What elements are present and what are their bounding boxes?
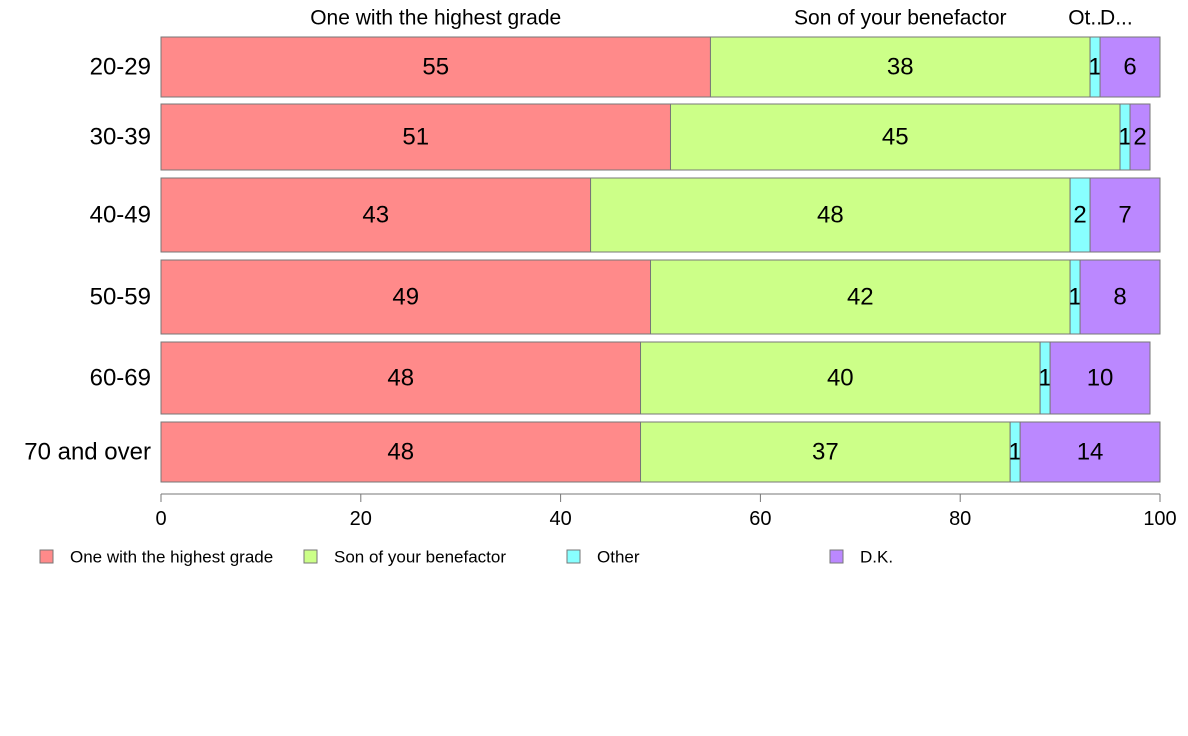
data-label: 49 — [392, 284, 419, 311]
data-label: 10 — [1087, 365, 1114, 392]
data-label: 1 — [1008, 439, 1021, 466]
legend: One with the highest grade Son of your be… — [39, 548, 893, 567]
bar-segment-son-of-your-benefactor — [709, 36, 1091, 98]
data-label: 1 — [1068, 284, 1081, 311]
bar-segment-son-of-your-benefactor — [650, 259, 1071, 335]
bar-segment-d-k — [1049, 341, 1151, 415]
bar-segment-son-of-your-benefactor — [640, 341, 1041, 415]
legend-label: Son of your benefactor — [334, 548, 506, 567]
data-label: 40 — [827, 365, 854, 392]
data-label: 37 — [812, 439, 839, 466]
bar-segment-son-of-your-benefactor — [669, 103, 1121, 171]
top-series-labels: One with the highest grade Son of your be… — [310, 7, 1133, 30]
x-tick-label: 80 — [949, 508, 971, 530]
bar-segment-d-k — [1129, 103, 1151, 171]
x-tick-label: 40 — [549, 508, 571, 530]
data-label: 51 — [402, 124, 429, 151]
category-label: 70 and over — [24, 439, 151, 466]
bar-segment-d-k — [1019, 421, 1161, 483]
category-label: 40-49 — [90, 202, 151, 229]
x-axis: 0 20 40 60 80 100 — [155, 493, 1177, 530]
legend-swatch-son-of-your-benefactor — [303, 549, 318, 564]
data-label: 55 — [422, 54, 449, 81]
data-label: 38 — [887, 54, 914, 81]
data-label: 48 — [817, 202, 844, 229]
legend-label: One with the highest grade — [70, 548, 273, 567]
bar-segment-son-of-your-benefactor — [590, 177, 1071, 253]
data-label: 45 — [882, 124, 909, 151]
legend-label: D.K. — [860, 548, 893, 567]
x-tick-label: 100 — [1143, 508, 1176, 530]
x-tick-label: 60 — [749, 508, 771, 530]
bar-segment-one-with-the-highest-grade — [160, 103, 671, 171]
data-label: 2 — [1133, 124, 1146, 151]
top-series-label: Ot.. — [1068, 7, 1102, 30]
data-label: 7 — [1118, 202, 1131, 229]
data-label: 1 — [1118, 124, 1131, 151]
category-label: 20-29 — [90, 54, 151, 81]
data-label: 1 — [1088, 54, 1101, 81]
category-labels: 20-29 30-39 40-49 50-59 60-69 70 and over — [24, 54, 151, 466]
legend-swatch-d-k — [829, 549, 844, 564]
legend-label: Other — [597, 548, 640, 567]
top-series-label: D... — [1100, 7, 1133, 30]
bar-segment-d-k — [1079, 259, 1161, 335]
top-series-label: Son of your benefactor — [794, 7, 1006, 30]
bar-segment-one-with-the-highest-grade — [160, 259, 652, 335]
bar-segment-son-of-your-benefactor — [640, 421, 1011, 483]
top-series-label: One with the highest grade — [310, 7, 561, 30]
legend-swatch-other — [566, 549, 581, 564]
data-label: 14 — [1077, 439, 1104, 466]
data-label: 1 — [1038, 365, 1051, 392]
bar-segment-d-k — [1089, 177, 1161, 253]
data-label: 48 — [387, 365, 414, 392]
category-label: 30-39 — [90, 124, 151, 151]
data-label: 43 — [362, 202, 389, 229]
bar-segment-one-with-the-highest-grade — [160, 341, 642, 415]
data-label: 8 — [1113, 284, 1126, 311]
bar-segment-one-with-the-highest-grade — [160, 36, 711, 98]
category-label: 50-59 — [90, 284, 151, 311]
x-tick-label: 0 — [155, 508, 166, 530]
category-label: 60-69 — [90, 365, 151, 392]
bar-segment-d-k — [1099, 36, 1161, 98]
data-label: 6 — [1123, 54, 1136, 81]
bar-segment-one-with-the-highest-grade — [160, 177, 592, 253]
legend-swatch-one-with-the-highest-grade — [39, 549, 54, 564]
data-label: 2 — [1073, 202, 1086, 229]
data-label: 48 — [387, 439, 414, 466]
x-tick-label: 20 — [350, 508, 372, 530]
data-label: 42 — [847, 284, 874, 311]
